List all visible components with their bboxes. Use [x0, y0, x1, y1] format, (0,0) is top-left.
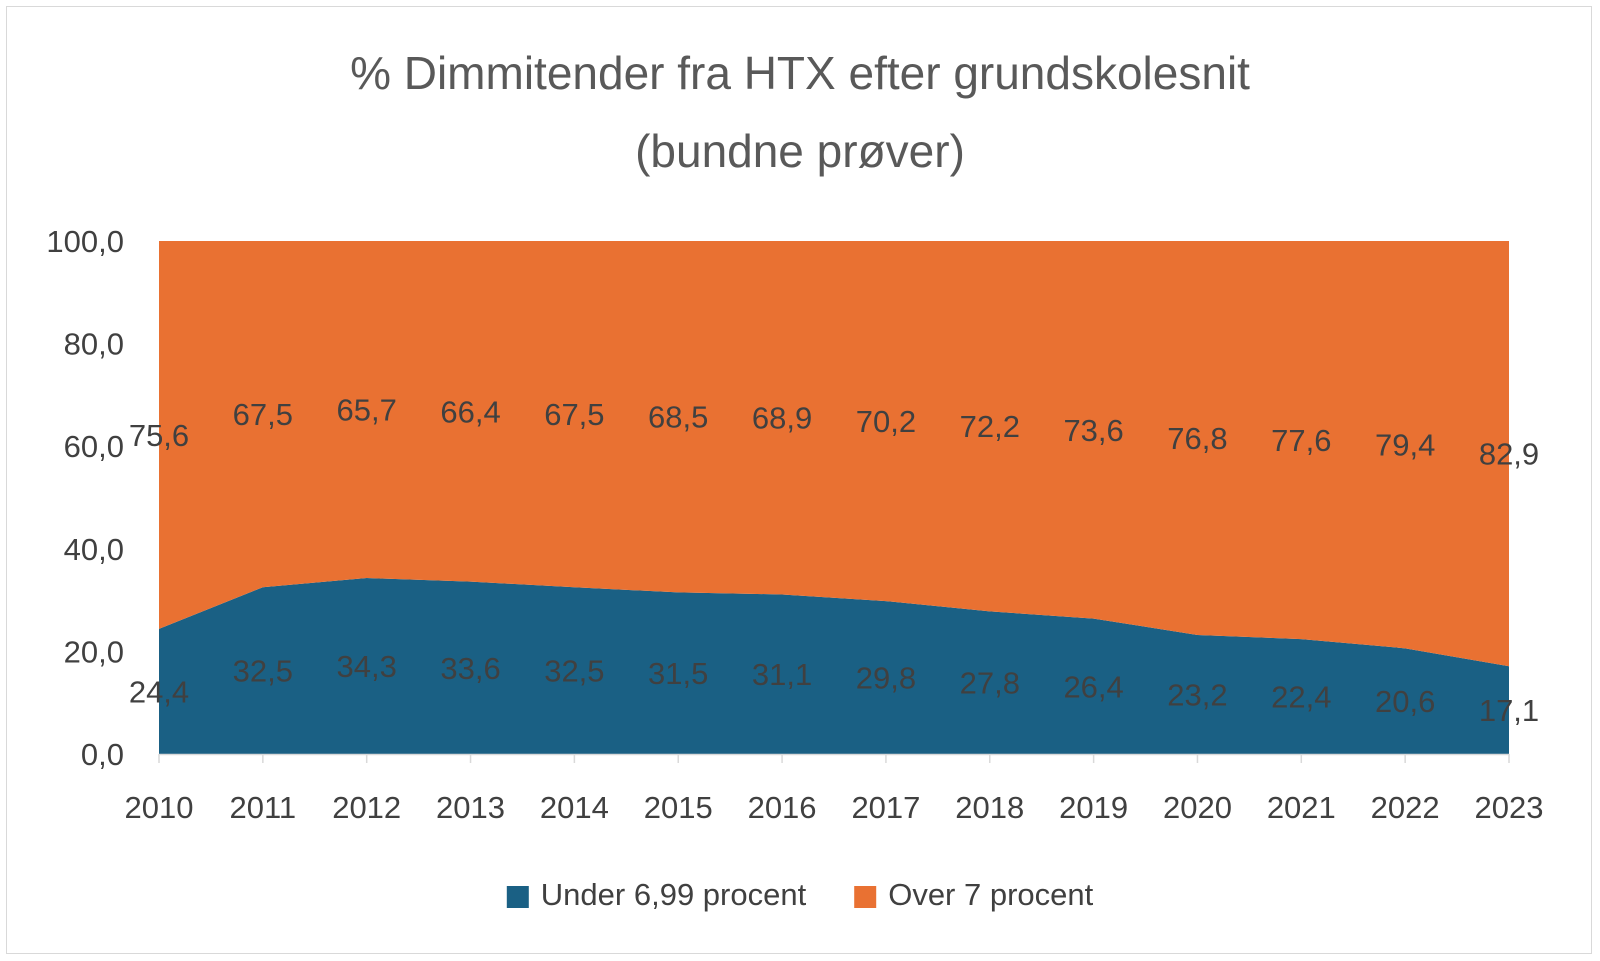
data-label-series-1: 33,6 — [440, 651, 500, 686]
x-tick-label-2019: 2019 — [1059, 790, 1128, 825]
data-label-series-2: 68,5 — [648, 400, 708, 435]
legend-item-1: Under 6,99 procent — [506, 877, 807, 912]
x-tick-label-2015: 2015 — [644, 790, 713, 825]
area-series-2 — [159, 241, 1509, 667]
axes: 2010 2011 2012 2013 2014 2015 2016 2017 2018 2019… — [46, 224, 1543, 825]
legend-swatch — [854, 886, 877, 908]
y-tick-label: 80,0 — [64, 327, 124, 362]
y-tick-label: 100,0 — [46, 224, 124, 259]
x-tick-label-2014: 2014 — [540, 790, 609, 825]
legend-label: Over 7 procent — [888, 877, 1093, 912]
data-label-series-1: 31,5 — [648, 656, 708, 691]
data-label-series-1: 34,3 — [337, 649, 397, 684]
plot-area — [159, 241, 1509, 754]
x-tick-label-2023: 2023 — [1475, 790, 1544, 825]
x-tick-label-2016: 2016 — [748, 790, 817, 825]
chart-title-line-1: % Dimmitender fra HTX efter grundskolesn… — [350, 47, 1250, 99]
chart-title-line-2: (bundne prøver) — [635, 125, 965, 177]
x-tick-label-2013: 2013 — [436, 790, 505, 825]
data-labels: 24,4 32,5 34,3 33,6 32,5 31,5 31,1 29,8 27,8 26,4… — [129, 393, 1539, 729]
data-label-series-2: 75,6 — [129, 418, 189, 453]
area-series-1 — [159, 578, 1509, 754]
x-tick-label-2018: 2018 — [955, 790, 1024, 825]
data-label-series-1: 32,5 — [544, 654, 604, 689]
y-tick-label: 0,0 — [81, 737, 124, 772]
data-label-series-2: 70,2 — [856, 404, 916, 439]
data-label-series-1: 22,4 — [1271, 680, 1331, 715]
data-label-series-2: 68,9 — [752, 401, 812, 436]
data-label-series-1: 27,8 — [960, 666, 1020, 701]
x-tick-label-2011: 2011 — [230, 790, 297, 825]
x-tick-label-2017: 2017 — [851, 790, 920, 825]
data-label-series-2: 65,7 — [337, 393, 397, 428]
x-tick-label-2022: 2022 — [1371, 790, 1440, 825]
data-label-series-2: 82,9 — [1479, 437, 1539, 472]
data-label-series-1: 29,8 — [856, 661, 916, 696]
data-label-series-1: 26,4 — [1063, 669, 1123, 704]
y-tick-label: 20,0 — [64, 634, 124, 669]
legend-item-2: Over 7 procent — [854, 877, 1094, 912]
data-label-series-2: 79,4 — [1375, 428, 1435, 463]
data-label-series-2: 76,8 — [1167, 421, 1227, 456]
data-label-series-1: 24,4 — [129, 674, 189, 709]
data-label-series-2: 67,5 — [544, 397, 604, 432]
data-label-series-2: 67,5 — [233, 397, 293, 432]
data-label-series-1: 17,1 — [1479, 693, 1539, 728]
x-tick-label-2012: 2012 — [332, 790, 401, 825]
data-label-series-1: 32,5 — [233, 654, 293, 689]
x-tick-label-2010: 2010 — [125, 790, 194, 825]
y-tick-label: 60,0 — [64, 429, 124, 464]
data-label-series-2: 73,6 — [1063, 413, 1123, 448]
data-label-series-1: 20,6 — [1375, 684, 1435, 719]
data-label-series-2: 77,6 — [1271, 423, 1331, 458]
legend-swatch — [506, 886, 529, 908]
x-tick-label-2021: 2021 — [1267, 790, 1336, 825]
legend-label: Under 6,99 procent — [541, 877, 807, 912]
data-label-series-2: 72,2 — [960, 409, 1020, 444]
y-tick-label: 40,0 — [64, 532, 124, 567]
data-label-series-2: 66,4 — [440, 394, 500, 429]
x-tick-label-2020: 2020 — [1163, 790, 1232, 825]
legend: Under 6,99 procent Over 7 procent — [506, 877, 1094, 912]
data-label-series-1: 23,2 — [1167, 677, 1227, 712]
data-label-series-1: 31,1 — [752, 657, 812, 692]
